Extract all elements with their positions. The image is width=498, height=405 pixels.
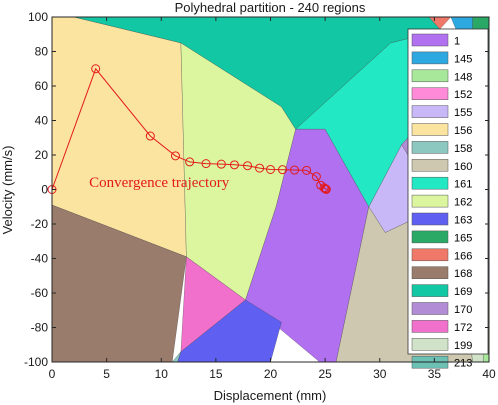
x-tick-label: 5 xyxy=(103,367,110,381)
trajectory-point xyxy=(201,159,211,169)
y-tick-label: 40 xyxy=(35,114,49,128)
legend-label: 161 xyxy=(454,179,472,191)
trajectory-point xyxy=(145,131,155,141)
y-tick-label: 100 xyxy=(28,10,48,24)
legend-label: 168 xyxy=(454,268,472,280)
legend-swatch xyxy=(411,212,449,226)
legend-label: 162 xyxy=(454,197,472,209)
legend-label: 172 xyxy=(454,322,472,334)
legend-label: 160 xyxy=(454,161,472,173)
legend-swatch xyxy=(411,248,449,262)
y-tick-label: -100 xyxy=(24,355,48,369)
legend-box xyxy=(407,28,489,355)
legend-swatch xyxy=(411,176,449,190)
legend-swatch xyxy=(411,320,449,333)
legend-label: 166 xyxy=(454,250,472,262)
trajectory-point xyxy=(302,165,312,175)
legend-swatch xyxy=(411,159,449,172)
legend-label: 169 xyxy=(454,286,472,298)
x-tick-label: 15 xyxy=(209,367,223,381)
region-172 xyxy=(180,256,246,353)
trajectory-point xyxy=(170,151,180,161)
legend-swatch xyxy=(411,123,449,136)
y-tick-label: 60 xyxy=(35,79,49,93)
trajectory-point xyxy=(290,165,300,175)
x-tick-label: 0 xyxy=(49,367,56,381)
legend-swatch xyxy=(411,266,449,279)
trajectory-layer xyxy=(47,64,331,194)
legend-label: 155 xyxy=(454,107,472,119)
legend-label: 156 xyxy=(454,125,472,137)
legend-swatch xyxy=(411,194,449,208)
legend-label: 1 xyxy=(454,36,460,48)
legend-label: 152 xyxy=(454,89,472,101)
legend-label: 163 xyxy=(454,215,472,227)
y-tick-label: 20 xyxy=(35,148,49,162)
legend-label: 158 xyxy=(454,143,472,155)
legend: 1 145 148 152 155 156 158 160 161 162 163 165 166 168… xyxy=(407,28,489,370)
legend-swatch xyxy=(411,33,449,47)
x-tick-label: 40 xyxy=(482,367,496,381)
region-169 xyxy=(73,16,446,130)
x-tick-label: 20 xyxy=(264,367,278,381)
trajectory-point xyxy=(266,164,275,174)
x-tick-label: 10 xyxy=(155,367,169,381)
y-tick-label: 0 xyxy=(41,183,48,197)
trajectory-line xyxy=(51,67,327,190)
x-tick-label: 35 xyxy=(428,367,442,381)
y-tick-label: 80 xyxy=(35,45,49,59)
y-tick-label: -40 xyxy=(31,252,49,266)
x-tick-label: 30 xyxy=(373,367,387,381)
trajectory-point xyxy=(91,64,101,74)
trajectory-point xyxy=(216,159,226,169)
legend-label: 199 xyxy=(454,340,472,352)
chart-title: Polyhedral partition - 240 regions xyxy=(175,0,366,15)
legend-label: 170 xyxy=(454,304,472,316)
legend-label: 145 xyxy=(454,53,472,65)
axis-ticks: 0 5 10 15 20 25 30 35 40 -100 -80 -60 -40 -20 0 20 40 60 8… xyxy=(24,10,496,381)
x-axis-label: Displacement (mm) xyxy=(214,388,327,403)
trajectory-point xyxy=(229,160,239,170)
y-tick-label: -80 xyxy=(31,321,49,335)
legend-label: 148 xyxy=(454,71,472,83)
legend-swatch xyxy=(411,302,449,315)
legend-swatch xyxy=(411,284,449,297)
y-tick-label: -20 xyxy=(31,217,49,231)
y-axis-label: Velocity (mm/s) xyxy=(0,146,15,235)
x-tick-label: 25 xyxy=(318,367,332,381)
trajectory-point xyxy=(255,163,265,173)
legend-swatch xyxy=(411,51,449,65)
trajectory-point xyxy=(321,185,331,194)
legend-swatch xyxy=(411,230,449,244)
trajectory-point xyxy=(278,165,288,175)
trajectory-annotation: Convergence trajectory xyxy=(89,175,230,191)
trajectory-point xyxy=(319,183,329,193)
trajectory-point xyxy=(243,161,253,171)
legend-label: 165 xyxy=(454,232,472,244)
legend-label: 213 xyxy=(454,358,472,370)
trajectory-point xyxy=(185,157,195,167)
legend-swatch xyxy=(411,69,449,83)
legend-swatch xyxy=(411,105,449,118)
y-tick-label: -60 xyxy=(31,286,49,300)
legend-swatch xyxy=(411,141,449,154)
legend-swatch xyxy=(411,338,449,351)
legend-swatch xyxy=(411,87,449,100)
trajectory-point xyxy=(311,172,321,182)
